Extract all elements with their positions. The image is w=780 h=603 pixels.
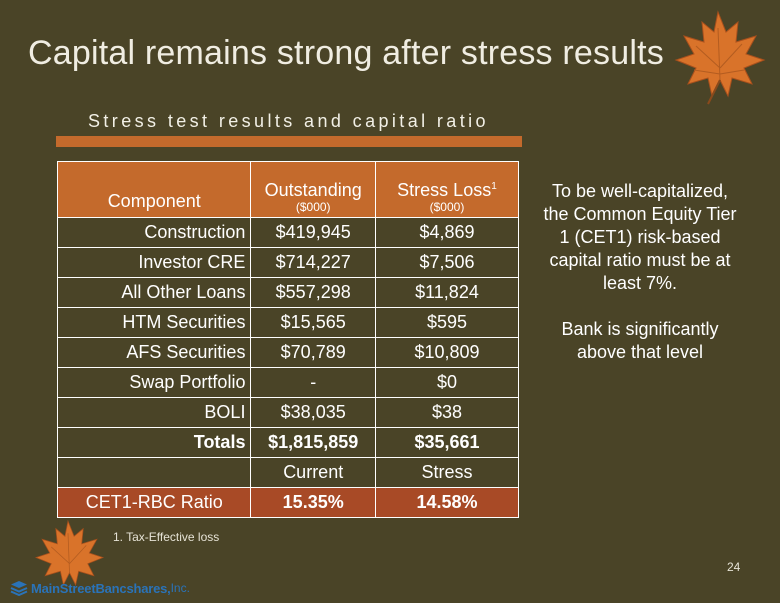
row-outstanding: $70,789	[250, 337, 376, 368]
table-header-row: Component Outstanding ($000) Stress Loss…	[56, 161, 520, 218]
table-row: AFS Securities $70,789 $10,809	[56, 337, 520, 368]
row-component: Construction	[56, 217, 252, 248]
maple-leaf-bottom-icon	[34, 519, 105, 587]
row-component: AFS Securities	[56, 337, 252, 368]
row-outstanding: -	[250, 367, 376, 398]
table-row: Investor CRE $714,227 $7,506	[56, 247, 520, 278]
table-subtitle: Stress test results and capital ratio	[88, 111, 489, 131]
stress-test-table: Component Outstanding ($000) Stress Loss…	[56, 161, 520, 518]
logo-name: MainStreetBancshares,	[31, 580, 171, 596]
ratio-label: CET1-RBC Ratio	[56, 487, 252, 518]
row-component: Swap Portfolio	[56, 367, 252, 398]
row-stress-loss: $11,824	[374, 277, 520, 308]
side-note-conclusion: Bank is significantly above that level	[561, 319, 719, 362]
table-row: BOLI $38,035 $38	[56, 397, 520, 428]
row-stress-loss: $7,506	[374, 247, 520, 278]
totals-outstanding: $1,815,859	[250, 427, 376, 458]
header-stress-loss: Stress Loss1 ($000)	[374, 161, 520, 218]
side-note-requirement: To be well-capitalized, the Common Equit…	[543, 181, 737, 293]
header-outstanding: Outstanding ($000)	[250, 161, 376, 218]
totals-stress-loss: $35,661	[374, 427, 520, 458]
side-note: To be well-capitalized, the Common Equit…	[538, 180, 742, 364]
row-component: HTM Securities	[56, 307, 252, 338]
totals-row: Totals $1,815,859 $35,661	[56, 427, 520, 458]
row-outstanding: $419,945	[250, 217, 376, 248]
slide-title: Capital remains strong after stress resu…	[28, 34, 664, 72]
page-number: 24	[727, 560, 741, 574]
totals-label: Totals	[56, 427, 252, 458]
logo-suffix: Inc.	[170, 581, 190, 595]
row-component: BOLI	[56, 397, 252, 428]
row-outstanding: $38,035	[250, 397, 376, 428]
row-outstanding: $714,227	[250, 247, 376, 278]
row-component: Investor CRE	[56, 247, 252, 278]
row-stress-loss: $4,869	[374, 217, 520, 248]
company-logo: MainStreetBancshares, Inc.	[10, 578, 190, 598]
row-stress-loss: $10,809	[374, 337, 520, 368]
row-stress-loss: $595	[374, 307, 520, 338]
table-row: Swap Portfolio - $0	[56, 367, 520, 398]
row-outstanding: $15,565	[250, 307, 376, 338]
header-component: Component	[56, 161, 252, 218]
table-row: All Other Loans $557,298 $11,824	[56, 277, 520, 308]
row-stress-loss: $0	[374, 367, 520, 398]
ratio-stress: 14.58%	[374, 487, 520, 518]
row-stress-loss: $38	[374, 397, 520, 428]
ratio-header-stress: Stress	[374, 457, 520, 488]
table-row: Construction $419,945 $4,869	[56, 217, 520, 248]
table-row: HTM Securities $15,565 $595	[56, 307, 520, 338]
ratio-current: 15.35%	[250, 487, 376, 518]
orange-divider-bar	[56, 136, 522, 147]
row-component: All Other Loans	[56, 277, 252, 308]
stacked-layers-icon	[10, 581, 28, 596]
ratio-header-empty	[56, 457, 252, 488]
maple-leaf-top-icon	[674, 10, 766, 105]
ratio-header-current: Current	[250, 457, 376, 488]
cet1-ratio-row: CET1-RBC Ratio 15.35% 14.58%	[56, 487, 520, 518]
ratio-header-row: Current Stress	[56, 457, 520, 488]
row-outstanding: $557,298	[250, 277, 376, 308]
footnote: 1. Tax-Effective loss	[113, 530, 220, 544]
